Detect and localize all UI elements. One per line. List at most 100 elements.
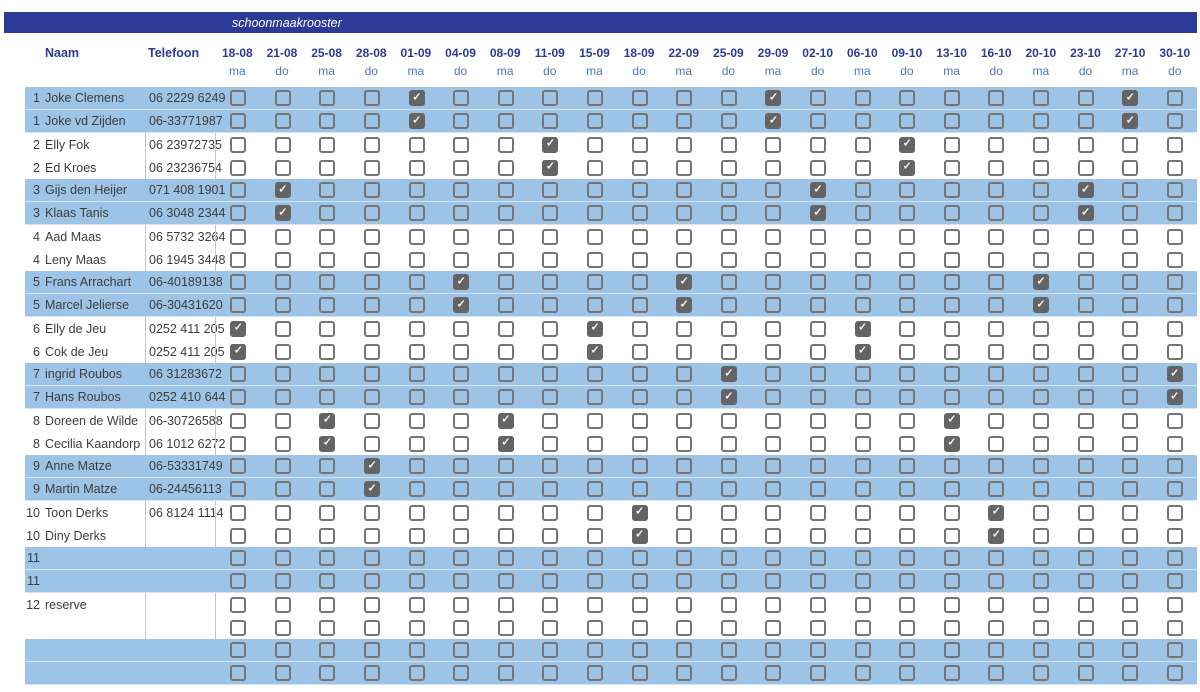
checkbox-unchecked[interactable]	[274, 90, 291, 106]
checkbox-checked[interactable]: ✓	[1077, 182, 1094, 198]
checkbox-unchecked[interactable]	[720, 274, 737, 290]
checkbox-unchecked[interactable]	[676, 90, 693, 106]
checkbox-unchecked[interactable]	[765, 366, 782, 382]
checkbox-unchecked[interactable]	[364, 297, 381, 313]
checkbox-unchecked[interactable]	[453, 228, 470, 245]
checkbox-unchecked[interactable]	[1032, 366, 1049, 382]
checkbox-checked[interactable]: ✓	[587, 343, 604, 360]
checkbox-unchecked[interactable]	[631, 205, 648, 221]
checkbox-unchecked[interactable]	[720, 228, 737, 245]
checkbox-unchecked[interactable]	[943, 366, 960, 382]
checkbox-unchecked[interactable]	[408, 366, 425, 382]
checkbox-unchecked[interactable]	[810, 550, 827, 566]
checkbox-unchecked[interactable]	[1122, 665, 1139, 681]
checkbox-unchecked[interactable]	[319, 182, 336, 198]
checkbox-unchecked[interactable]	[854, 205, 871, 221]
checkbox-unchecked[interactable]	[988, 159, 1005, 176]
checkbox-unchecked[interactable]	[1122, 228, 1139, 245]
checkbox-unchecked[interactable]	[319, 159, 336, 176]
checkbox-unchecked[interactable]	[854, 274, 871, 290]
checkbox-unchecked[interactable]	[542, 481, 559, 497]
checkbox-unchecked[interactable]	[631, 573, 648, 589]
checkbox-unchecked[interactable]	[453, 205, 470, 221]
checkbox-unchecked[interactable]	[408, 205, 425, 221]
checkbox-unchecked[interactable]	[765, 504, 782, 521]
checkbox-unchecked[interactable]	[631, 435, 648, 452]
checkbox-unchecked[interactable]	[854, 619, 871, 636]
checkbox-unchecked[interactable]	[230, 389, 247, 405]
checkbox-unchecked[interactable]	[1166, 412, 1183, 429]
checkbox-unchecked[interactable]	[988, 458, 1005, 474]
checkbox-unchecked[interactable]	[230, 297, 247, 313]
checkbox-checked[interactable]: ✓	[765, 90, 782, 106]
checkbox-unchecked[interactable]	[1166, 481, 1183, 497]
checkbox-unchecked[interactable]	[810, 665, 827, 681]
checkbox-unchecked[interactable]	[720, 550, 737, 566]
checkbox-unchecked[interactable]	[943, 320, 960, 337]
checkbox-unchecked[interactable]	[676, 642, 693, 658]
checkbox-unchecked[interactable]	[1122, 389, 1139, 405]
checkbox-checked[interactable]: ✓	[810, 205, 827, 221]
checkbox-unchecked[interactable]	[542, 458, 559, 474]
checkbox-unchecked[interactable]	[542, 366, 559, 382]
checkbox-unchecked[interactable]	[810, 619, 827, 636]
checkbox-unchecked[interactable]	[720, 573, 737, 589]
checkbox-unchecked[interactable]	[1032, 573, 1049, 589]
checkbox-unchecked[interactable]	[1032, 389, 1049, 405]
checkbox-unchecked[interactable]	[899, 228, 916, 245]
checkbox-unchecked[interactable]	[453, 435, 470, 452]
checkbox-unchecked[interactable]	[274, 343, 291, 360]
checkbox-unchecked[interactable]	[587, 504, 604, 521]
checkbox-unchecked[interactable]	[230, 274, 247, 290]
checkbox-unchecked[interactable]	[1077, 412, 1094, 429]
checkbox-unchecked[interactable]	[497, 642, 514, 658]
checkbox-unchecked[interactable]	[631, 389, 648, 405]
checkbox-checked[interactable]: ✓	[587, 320, 604, 337]
checkbox-unchecked[interactable]	[364, 665, 381, 681]
checkbox-unchecked[interactable]	[943, 343, 960, 360]
checkbox-unchecked[interactable]	[1166, 90, 1183, 106]
checkbox-unchecked[interactable]	[408, 550, 425, 566]
checkbox-checked[interactable]: ✓	[230, 320, 247, 337]
checkbox-unchecked[interactable]	[274, 596, 291, 613]
checkbox-unchecked[interactable]	[720, 297, 737, 313]
checkbox-unchecked[interactable]	[810, 642, 827, 658]
checkbox-unchecked[interactable]	[854, 366, 871, 382]
checkbox-checked[interactable]: ✓	[542, 136, 559, 153]
checkbox-unchecked[interactable]	[765, 481, 782, 497]
checkbox-unchecked[interactable]	[676, 343, 693, 360]
checkbox-unchecked[interactable]	[676, 228, 693, 245]
checkbox-unchecked[interactable]	[943, 251, 960, 268]
checkbox-unchecked[interactable]	[988, 113, 1005, 129]
checkbox-unchecked[interactable]	[319, 113, 336, 129]
checkbox-checked[interactable]: ✓	[631, 504, 648, 521]
checkbox-unchecked[interactable]	[765, 550, 782, 566]
checkbox-unchecked[interactable]	[364, 343, 381, 360]
checkbox-unchecked[interactable]	[587, 389, 604, 405]
checkbox-unchecked[interactable]	[319, 458, 336, 474]
checkbox-unchecked[interactable]	[765, 228, 782, 245]
checkbox-unchecked[interactable]	[1032, 320, 1049, 337]
checkbox-unchecked[interactable]	[587, 90, 604, 106]
checkbox-unchecked[interactable]	[631, 113, 648, 129]
checkbox-unchecked[interactable]	[453, 642, 470, 658]
checkbox-unchecked[interactable]	[453, 366, 470, 382]
checkbox-unchecked[interactable]	[364, 228, 381, 245]
checkbox-unchecked[interactable]	[988, 435, 1005, 452]
checkbox-unchecked[interactable]	[943, 159, 960, 176]
checkbox-unchecked[interactable]	[319, 642, 336, 658]
checkbox-unchecked[interactable]	[720, 320, 737, 337]
checkbox-unchecked[interactable]	[230, 251, 247, 268]
checkbox-unchecked[interactable]	[408, 274, 425, 290]
checkbox-unchecked[interactable]	[542, 251, 559, 268]
checkbox-unchecked[interactable]	[274, 389, 291, 405]
checkbox-unchecked[interactable]	[854, 458, 871, 474]
checkbox-unchecked[interactable]	[1077, 136, 1094, 153]
checkbox-unchecked[interactable]	[587, 136, 604, 153]
checkbox-checked[interactable]: ✓	[453, 297, 470, 313]
checkbox-unchecked[interactable]	[676, 504, 693, 521]
checkbox-unchecked[interactable]	[408, 389, 425, 405]
checkbox-unchecked[interactable]	[319, 504, 336, 521]
checkbox-unchecked[interactable]	[1077, 596, 1094, 613]
checkbox-unchecked[interactable]	[453, 550, 470, 566]
